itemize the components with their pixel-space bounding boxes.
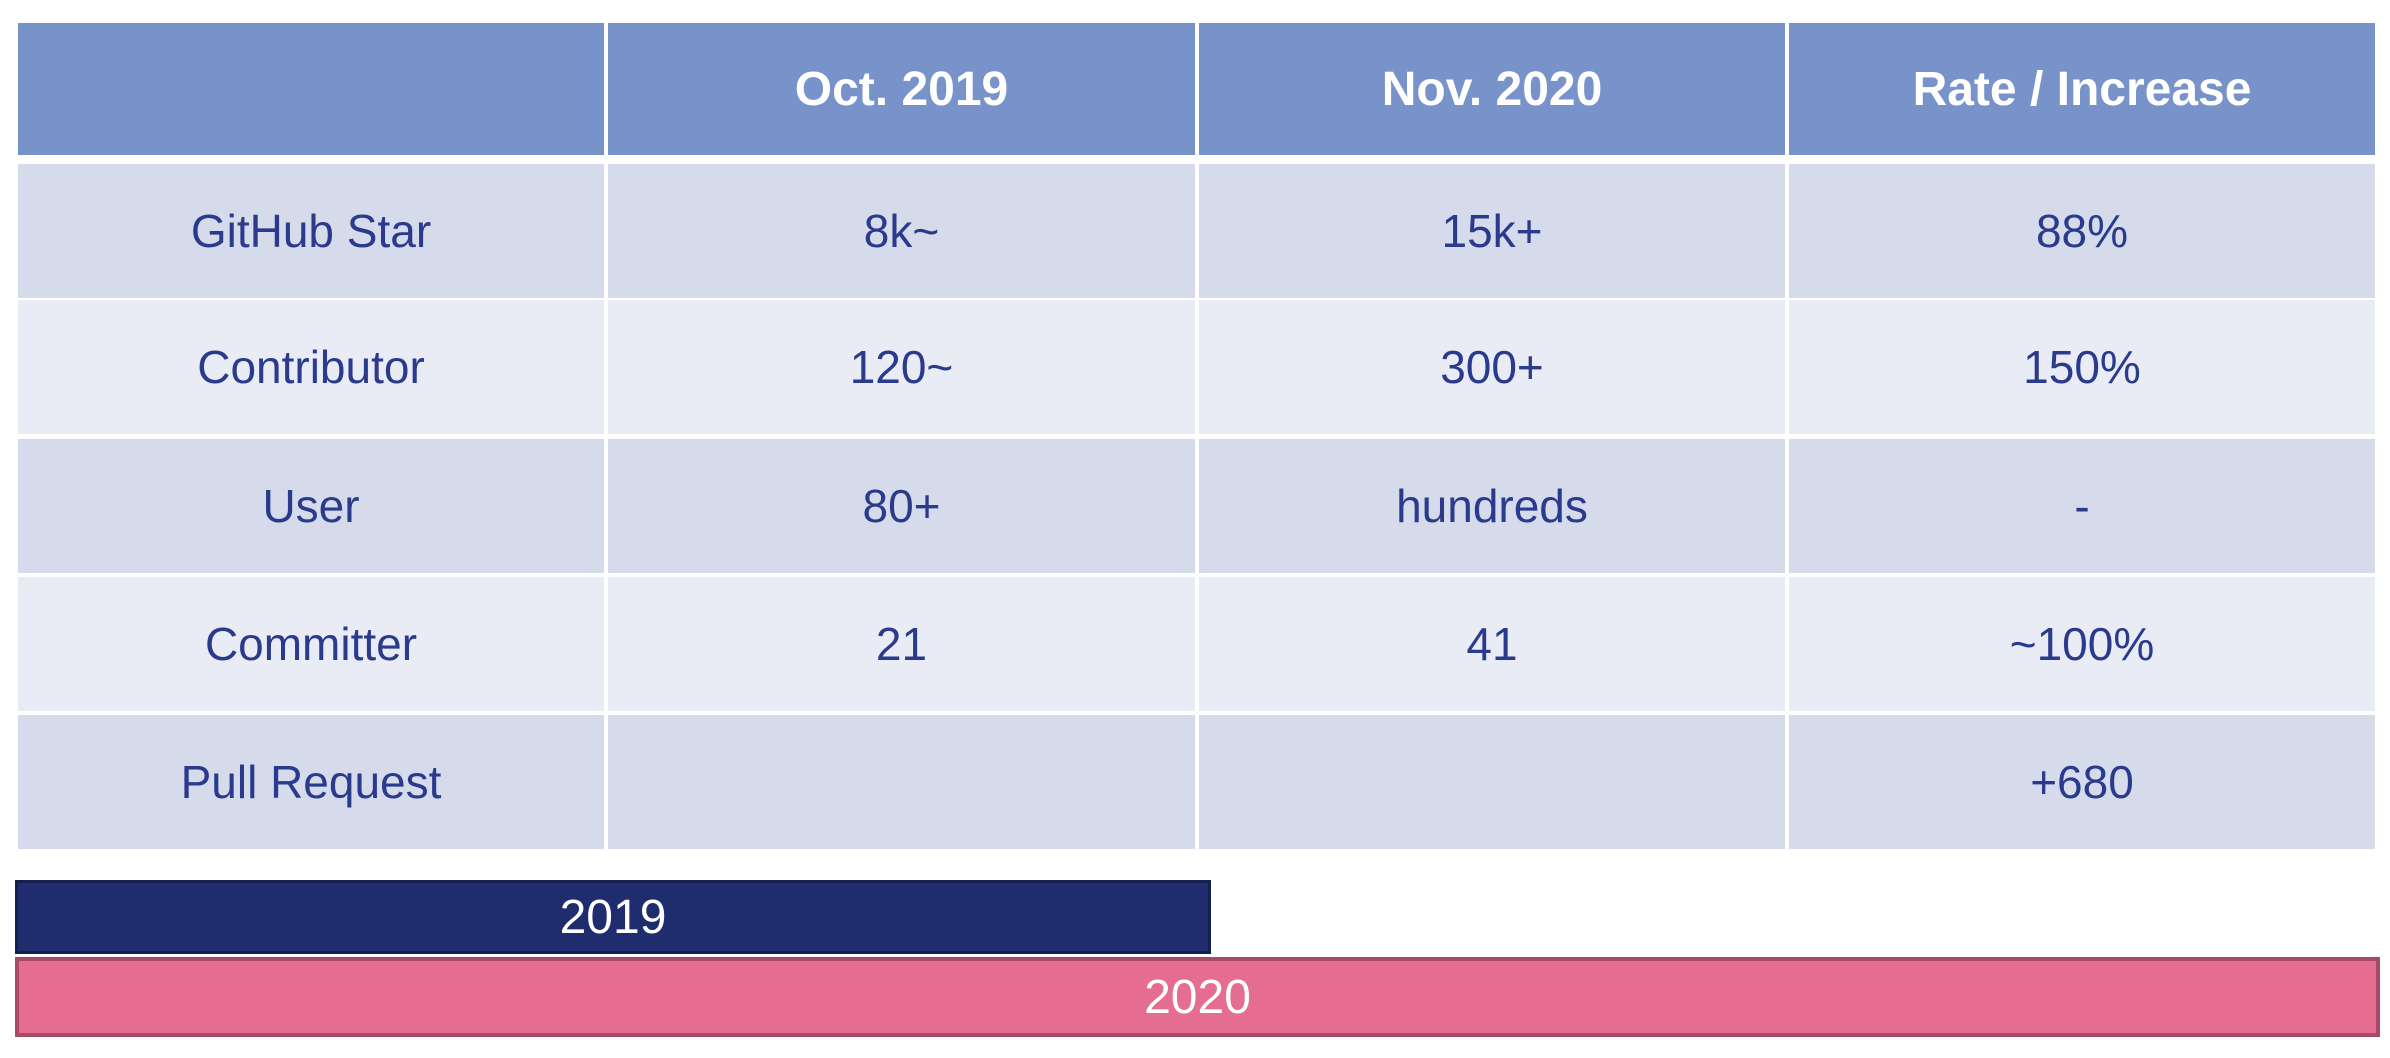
- table-cell: 80+: [608, 439, 1195, 573]
- row-label: Pull Request: [18, 715, 604, 849]
- table-cell: -: [1789, 439, 2375, 573]
- row-label: GitHub Star: [18, 164, 604, 298]
- row-label: User: [18, 439, 604, 573]
- column-header: Nov. 2020: [1199, 23, 1785, 155]
- row-label: Contributor: [18, 300, 604, 434]
- table-cell: 300+: [1199, 300, 1785, 434]
- table-cell: 41: [1199, 577, 1785, 711]
- table-cell: 150%: [1789, 300, 2375, 434]
- table-cell: +680: [1789, 715, 2375, 849]
- timeline-bar: 2019: [15, 880, 1211, 954]
- header-cell: [18, 23, 604, 155]
- column-header: Oct. 2019: [608, 23, 1195, 155]
- table-cell: [608, 715, 1195, 849]
- column-header: Rate / Increase: [1789, 23, 2375, 155]
- table-cell: hundreds: [1199, 439, 1785, 573]
- table-cell: [1199, 715, 1785, 849]
- table-cell: 21: [608, 577, 1195, 711]
- table-cell: 120~: [608, 300, 1195, 434]
- timeline-bar: 2020: [15, 957, 2380, 1037]
- row-label: Committer: [18, 577, 604, 711]
- table-cell: 15k+: [1199, 164, 1785, 298]
- table-cell: 88%: [1789, 164, 2375, 298]
- table-cell: 8k~: [608, 164, 1195, 298]
- table-cell: ~100%: [1789, 577, 2375, 711]
